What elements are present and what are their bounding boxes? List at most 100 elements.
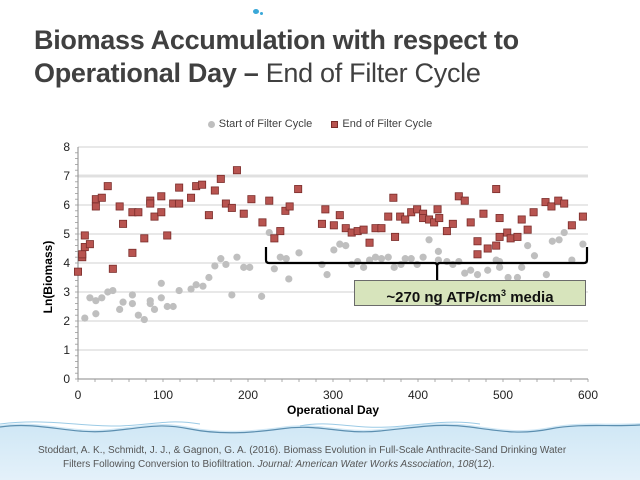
data-point-end bbox=[529, 208, 538, 217]
x-tick-label: 300 bbox=[323, 388, 343, 402]
data-point-end bbox=[454, 192, 463, 201]
data-point-end bbox=[506, 234, 515, 243]
data-point-end bbox=[134, 208, 143, 217]
data-point-start bbox=[360, 263, 368, 271]
data-point-start bbox=[98, 294, 106, 302]
callout-superscript: 3 bbox=[501, 288, 507, 298]
data-point-end bbox=[517, 215, 526, 224]
data-point-end bbox=[115, 202, 124, 211]
data-point-end bbox=[492, 185, 501, 194]
data-point-start bbox=[579, 240, 587, 248]
tick-labels: 0 1 2 3 4 5 6 7 8 0 100 200 300 400 500 600 bbox=[63, 140, 598, 402]
data-point-end bbox=[391, 232, 400, 241]
data-point-end bbox=[547, 202, 556, 211]
data-point-start bbox=[205, 273, 213, 282]
data-point-start bbox=[187, 285, 195, 293]
y-tick-label: 0 bbox=[63, 372, 70, 386]
citation-line1: Stoddart, A. K., Schmidt, J. J., & Gagno… bbox=[38, 445, 567, 456]
data-point-end bbox=[492, 241, 501, 250]
callout-prefix: ~270 ng ATP/cm bbox=[386, 289, 502, 306]
data-point-start bbox=[295, 249, 303, 257]
citation-journal: Journal: American Water Works Associatio… bbox=[257, 459, 452, 470]
data-point-end bbox=[567, 221, 576, 230]
citation: Stoddart, A. K., Schmidt, J. J., & Gagno… bbox=[0, 444, 640, 472]
axes bbox=[75, 147, 589, 382]
data-point-start bbox=[163, 302, 171, 311]
data-point-start bbox=[86, 294, 94, 302]
y-tick-label: 3 bbox=[63, 285, 70, 299]
data-point-start bbox=[560, 228, 568, 237]
series-start-of-filter-cycle bbox=[81, 228, 587, 324]
data-point-start bbox=[434, 247, 442, 255]
callout-suffix: media bbox=[506, 289, 554, 306]
data-point-start bbox=[555, 236, 563, 244]
citation-title: Filters Following Conversion to Biofiltr… bbox=[63, 459, 255, 470]
data-point-start bbox=[407, 255, 415, 263]
data-point-start bbox=[548, 237, 556, 245]
data-point-start bbox=[419, 253, 427, 261]
data-point-end bbox=[157, 192, 166, 201]
data-point-end bbox=[483, 244, 492, 253]
data-point-start bbox=[146, 300, 154, 308]
data-point-start bbox=[530, 252, 539, 260]
data-point-end bbox=[78, 250, 87, 259]
x-tick-label: 500 bbox=[493, 388, 513, 402]
data-point-end bbox=[466, 218, 475, 227]
data-point-end bbox=[108, 264, 117, 273]
data-point-start bbox=[92, 310, 100, 318]
logo-droplet-small-icon bbox=[260, 12, 263, 15]
data-point-end bbox=[91, 202, 100, 211]
x-tick-label: 200 bbox=[238, 388, 258, 402]
data-point-start bbox=[513, 273, 522, 282]
data-point-start bbox=[484, 266, 492, 274]
data-point-end bbox=[335, 211, 344, 220]
data-point-start bbox=[246, 263, 254, 271]
data-point-start bbox=[157, 294, 165, 302]
y-tick-label: 5 bbox=[63, 227, 70, 241]
data-point-start bbox=[384, 253, 392, 261]
citation-line2: Filters Following Conversion to Biofiltr… bbox=[63, 459, 495, 470]
data-point-start bbox=[425, 236, 433, 244]
data-point-end bbox=[258, 218, 267, 227]
data-point-start bbox=[276, 253, 284, 261]
data-point-end bbox=[85, 240, 94, 249]
data-point-end bbox=[377, 224, 386, 233]
chart-legend: Start of Filter Cycle End of Filter Cycl… bbox=[0, 118, 640, 131]
data-point-end bbox=[175, 199, 184, 208]
data-point-start bbox=[119, 298, 127, 306]
y-tick-label: 6 bbox=[63, 198, 70, 212]
data-point-end bbox=[384, 212, 393, 221]
data-point-start bbox=[461, 269, 469, 277]
y-tick-label: 2 bbox=[63, 314, 70, 328]
data-point-start bbox=[128, 300, 136, 308]
data-point-end bbox=[329, 221, 338, 230]
data-point-start bbox=[377, 255, 386, 263]
legend-square-marker-icon bbox=[331, 120, 339, 128]
data-point-end bbox=[341, 224, 350, 233]
data-point-start bbox=[467, 266, 475, 274]
data-point-start bbox=[330, 246, 338, 254]
data-point-end bbox=[247, 195, 256, 204]
data-point-end bbox=[119, 219, 128, 228]
data-point-start bbox=[401, 255, 409, 263]
data-point-end bbox=[317, 219, 326, 228]
title-light: End of Filter Cycle bbox=[265, 58, 481, 88]
data-point-start bbox=[323, 271, 331, 279]
data-point-start bbox=[524, 242, 532, 250]
data-point-start bbox=[542, 271, 550, 279]
data-point-start bbox=[169, 302, 177, 311]
data-point-end bbox=[523, 225, 532, 234]
data-point-start bbox=[199, 282, 207, 290]
data-point-end bbox=[401, 215, 410, 224]
logo-droplet-icon bbox=[253, 9, 259, 14]
annotation-callout-box: ~270 ng ATP/cm3 media bbox=[354, 280, 586, 306]
y-tick-label: 4 bbox=[63, 256, 70, 270]
data-point-end bbox=[227, 203, 236, 212]
data-point-end bbox=[281, 206, 290, 215]
data-point-start bbox=[233, 253, 241, 261]
data-point-end bbox=[97, 193, 106, 202]
scatter-chart: 0 1 2 3 4 5 6 7 8 0 100 200 300 400 500 600 Operational… bbox=[41, 140, 598, 417]
data-point-end bbox=[359, 225, 368, 234]
y-tick-label: 8 bbox=[63, 140, 70, 154]
data-point-end bbox=[473, 250, 482, 259]
